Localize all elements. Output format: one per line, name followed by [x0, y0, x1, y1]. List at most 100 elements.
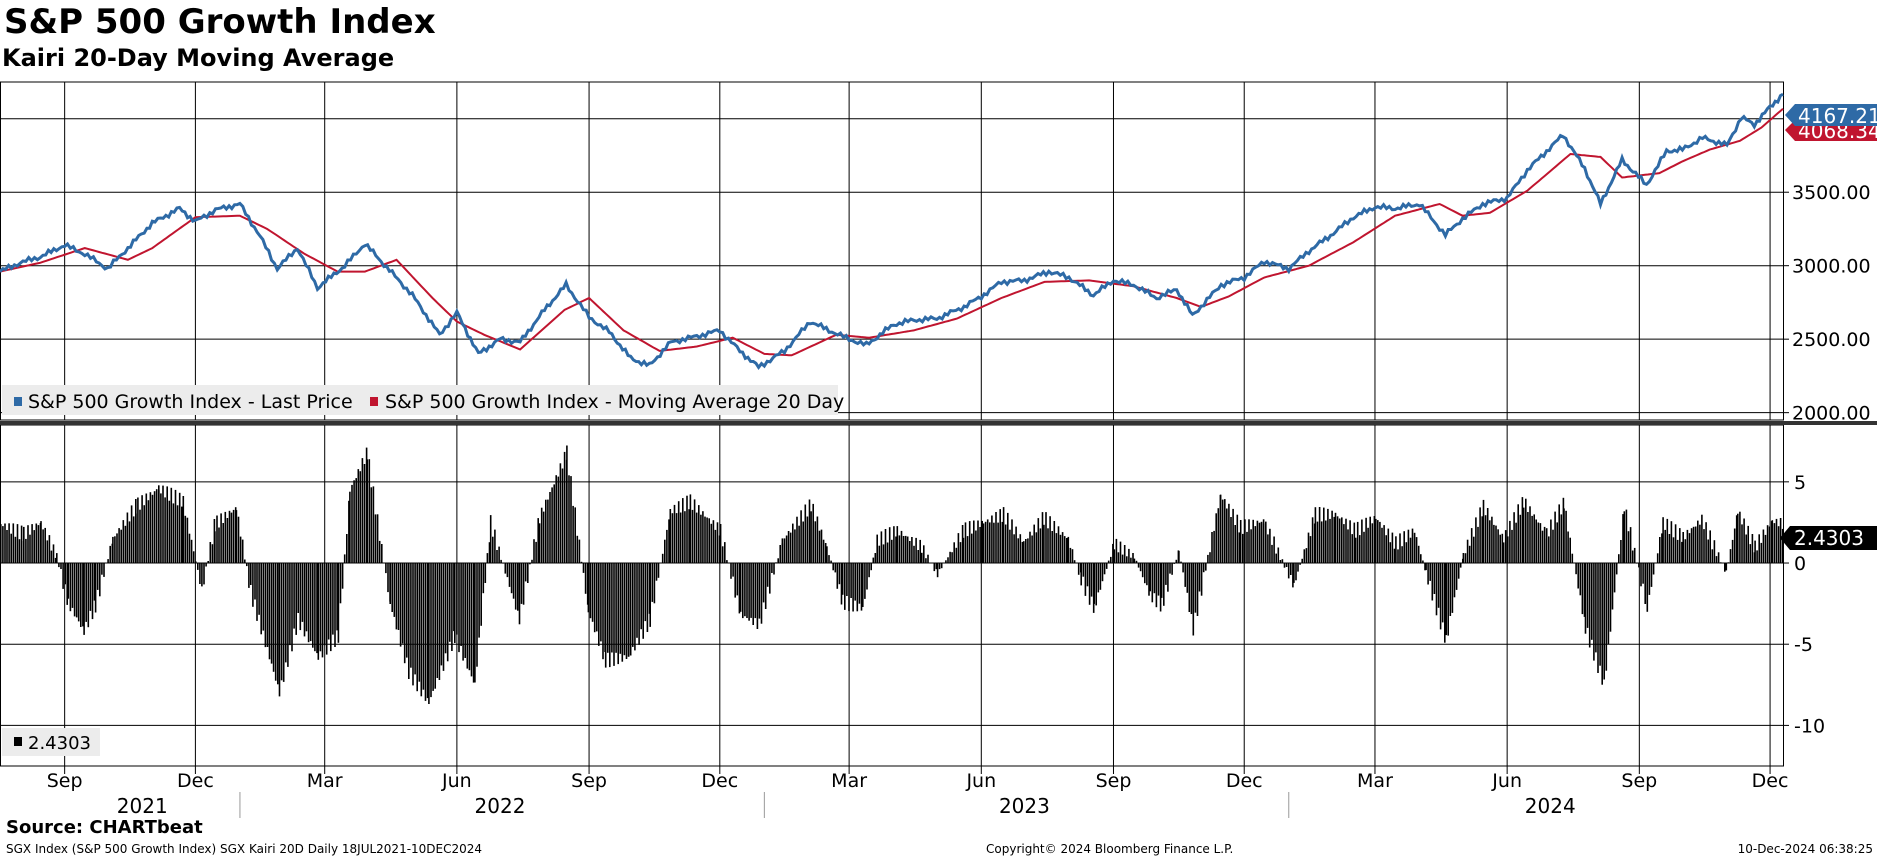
- kairi-bar: [1130, 557, 1132, 564]
- kairi-bar: [984, 521, 987, 563]
- kairi-bar: [1522, 507, 1525, 564]
- kairi-bar: [71, 563, 74, 608]
- kairi-bar: [574, 507, 576, 564]
- kairi-bar: [278, 563, 281, 697]
- kairi-bar: [510, 563, 513, 594]
- kairi-bar: [634, 563, 636, 651]
- kairi-bar: [1445, 563, 1447, 636]
- kairi-bar: [1045, 512, 1047, 564]
- kairi-bar: [1196, 563, 1199, 616]
- kairi-bar: [1069, 547, 1072, 564]
- kairi-bar: [596, 563, 598, 632]
- kairi-bar: [35, 523, 38, 564]
- kairi-bar: [1007, 512, 1009, 564]
- kairi-bar: [80, 563, 82, 627]
- kairi-bar: [1437, 563, 1440, 608]
- kairi-bar: [1234, 525, 1236, 563]
- kairi-bar: [1629, 527, 1632, 563]
- kairi-bar: [838, 563, 841, 585]
- kairi-legend[interactable]: 2.4303: [2, 728, 100, 756]
- kairi-bar: [734, 563, 736, 598]
- kairi-bar: [1239, 520, 1242, 563]
- kairi-bar: [1148, 563, 1150, 596]
- kairi-bar: [116, 533, 118, 564]
- kairi-bar: [33, 530, 35, 563]
- kairi-bar: [1466, 539, 1469, 563]
- kairi-bar: [502, 563, 504, 564]
- kairi-bar: [730, 563, 732, 579]
- kairi-bar: [1569, 537, 1571, 563]
- kairi-bar: [287, 563, 289, 667]
- kairi-bar: [917, 550, 919, 563]
- kairi-bar: [702, 511, 704, 564]
- kairi-bar: [625, 563, 628, 659]
- kairi-bar: [664, 539, 666, 564]
- kairi-bar: [1375, 518, 1377, 564]
- kairi-bar: [1581, 563, 1584, 615]
- kairi-bar: [77, 563, 80, 622]
- kairi-bar: [966, 536, 969, 564]
- kairi-bar: [666, 529, 668, 563]
- kairi-bar: [1484, 515, 1487, 563]
- kairi-bar: [145, 493, 148, 564]
- kairi-bar: [1248, 519, 1250, 564]
- kairi-bar: [693, 499, 696, 563]
- x-tick-label-0: Sep: [47, 770, 83, 792]
- kairi-bar: [430, 563, 432, 698]
- kairi-bar: [1501, 533, 1504, 563]
- kairi-bar: [1292, 563, 1294, 588]
- kairi-bar: [1103, 563, 1106, 575]
- kairi-bar: [4, 523, 6, 563]
- kairi-bar: [779, 545, 781, 563]
- price-legend[interactable]: S&P 500 Growth Index - Last Price S&P 50…: [2, 385, 844, 415]
- kairi-bar: [1027, 538, 1029, 563]
- kairi-bar: [96, 563, 99, 590]
- kairi-bar: [20, 525, 23, 563]
- kairi-bar: [804, 504, 807, 563]
- kairi-bar: [482, 563, 485, 594]
- kairi-bar: [1141, 563, 1144, 578]
- kairi-bar: [739, 563, 742, 612]
- kairi-bar: [1059, 534, 1062, 564]
- kairi-bar: [1097, 563, 1100, 593]
- price-ytick-label-1: 2500.00: [1792, 329, 1871, 351]
- kairi-bar: [397, 563, 400, 630]
- kairi-bar: [1277, 547, 1280, 563]
- kairi-bar: [1433, 563, 1436, 594]
- kairi-bar: [1597, 563, 1599, 673]
- kairi-bar: [512, 563, 515, 599]
- kairi-bar: [935, 563, 938, 570]
- kairi-bar: [246, 563, 248, 567]
- price-legend-swatch: [14, 397, 22, 406]
- kairi-bar: [555, 475, 557, 563]
- kairi-bar: [29, 534, 31, 563]
- kairi-bar: [862, 563, 864, 607]
- kairi-bar: [1577, 563, 1579, 589]
- kairi-bar: [203, 563, 205, 585]
- kairi-bar: [1646, 563, 1649, 612]
- kairi-bar: [93, 563, 96, 601]
- kairi-bar: [945, 560, 947, 564]
- kairi-bar: [1692, 526, 1695, 563]
- kairi-bar: [1405, 542, 1408, 563]
- kairi-bar: [256, 563, 258, 621]
- kairi-bar: [109, 545, 111, 563]
- kairi-bar: [1073, 560, 1076, 563]
- kairi-bar: [549, 492, 551, 563]
- kairi-bar: [773, 563, 775, 575]
- kairi-bar: [1163, 563, 1165, 606]
- kairi-bar: [1383, 525, 1385, 563]
- kairi-bar: [712, 520, 715, 564]
- kairi-bar: [158, 485, 160, 563]
- kairi-bar: [303, 563, 306, 637]
- kairi-bar: [940, 563, 943, 569]
- kairi-bar: [260, 563, 262, 635]
- kairi-bar: [1035, 532, 1038, 564]
- kairi-bar: [464, 563, 466, 658]
- kairi-bar: [563, 451, 566, 563]
- kairi-bar: [141, 495, 143, 563]
- kairi-bar: [1267, 534, 1269, 563]
- kairi-bar: [710, 523, 713, 563]
- kairi-bar: [1200, 563, 1203, 596]
